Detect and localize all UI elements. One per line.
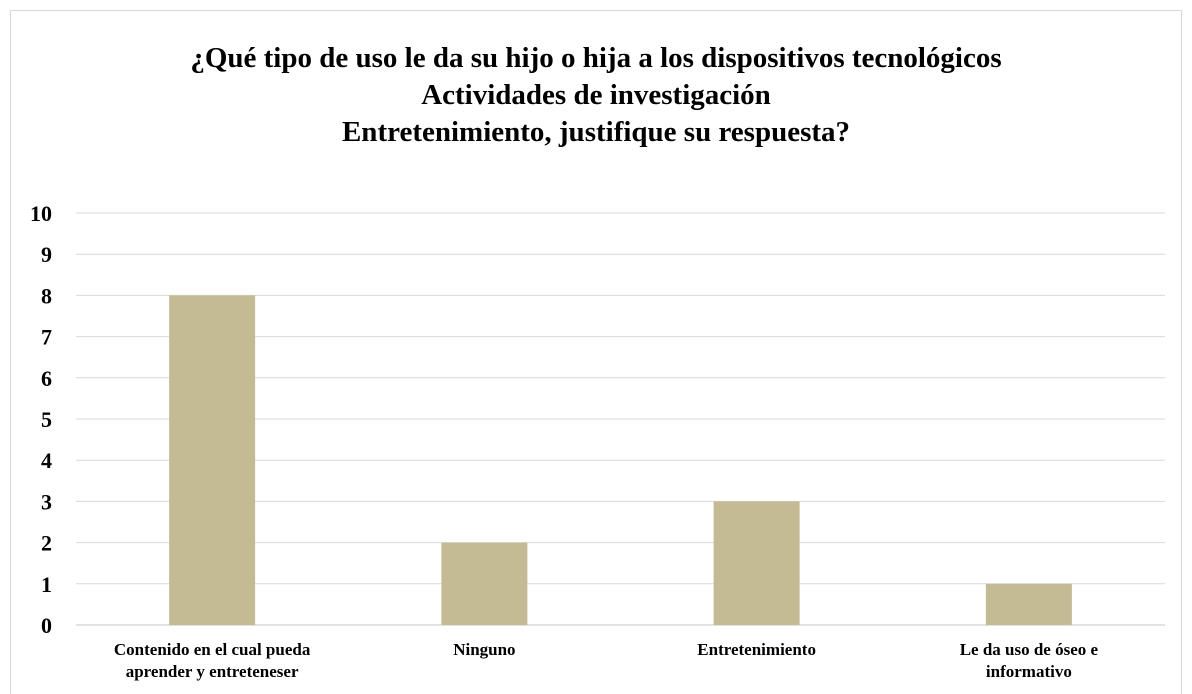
chart-title-line-1: ¿Qué tipo de uso le da su hijo o hija a …: [190, 42, 1002, 74]
chart-title-line-2: Actividades de investigación: [421, 79, 771, 111]
y-tick-label: 10: [30, 201, 52, 226]
x-axis-labels: Contenido en el cual pueda aprender y ent…: [114, 640, 1099, 681]
bar: [169, 295, 256, 625]
y-axis-ticks: 0 1 2 3 4 5 6 7 8 9 10: [30, 201, 52, 638]
y-tick-label: 8: [41, 283, 52, 308]
gridlines: [76, 212, 1165, 626]
y-tick-label: 0: [41, 613, 52, 638]
x-category-label: Le da uso de óseo e: [960, 640, 1099, 659]
chart-title-line-3: Entretenimiento, justifique su respuesta…: [341, 116, 851, 148]
x-category-label: Contenido en el cual pueda: [114, 640, 311, 659]
y-tick-label: 4: [41, 448, 52, 473]
x-category-label: Entretenimiento: [697, 640, 816, 659]
x-category-label: informativo: [986, 662, 1072, 681]
y-tick-label: 1: [41, 572, 52, 597]
bar: [713, 501, 800, 625]
y-tick-label: 5: [41, 407, 52, 432]
y-tick-label: 3: [41, 489, 52, 514]
x-category-label: Ninguno: [453, 640, 515, 659]
y-tick-label: 9: [41, 242, 52, 267]
y-tick-label: 7: [41, 325, 52, 350]
y-tick-label: 2: [41, 531, 52, 556]
y-tick-label: 6: [41, 366, 52, 391]
x-category-label: aprender y entreteneser: [126, 662, 299, 681]
chart-title: ¿Qué tipo de uso le da su hijo o hija a …: [10, 40, 1182, 151]
bar: [441, 542, 528, 625]
bar: [985, 583, 1072, 625]
bars: [169, 295, 1072, 625]
